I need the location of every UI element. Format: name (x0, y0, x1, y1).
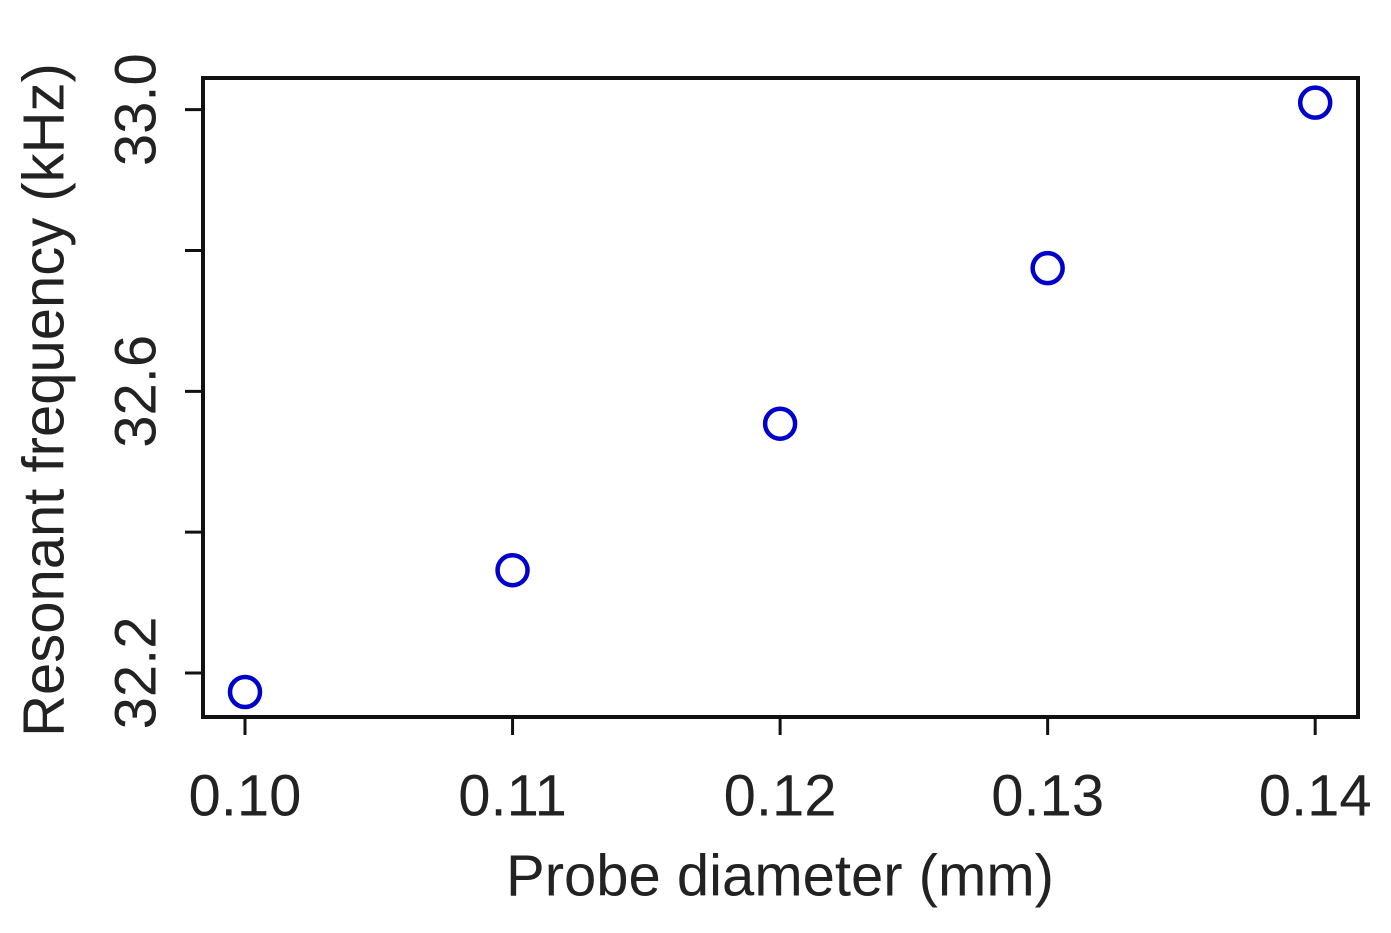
y-tick-label: 32.2 (103, 617, 168, 730)
x-tick-label: 0.14 (1259, 763, 1372, 828)
data-point (1297, 85, 1333, 120)
y-tick-label: 33.0 (103, 53, 168, 166)
y-axis-label: Resonant frequency (kHz) (11, 63, 76, 737)
y-tick-label: 32.6 (103, 335, 168, 448)
data-point (762, 406, 798, 441)
x-tick-label: 0.11 (458, 763, 567, 828)
plot-frame (201, 76, 1360, 719)
x-tick-label: 0.13 (991, 763, 1104, 828)
data-point (227, 674, 263, 710)
data-point (1030, 250, 1065, 286)
x-axis-label: Probe diameter (mm) (506, 843, 1054, 908)
x-tick-label: 0.10 (189, 763, 302, 828)
data-point (495, 552, 530, 588)
x-tick-label: 0.12 (724, 763, 837, 828)
